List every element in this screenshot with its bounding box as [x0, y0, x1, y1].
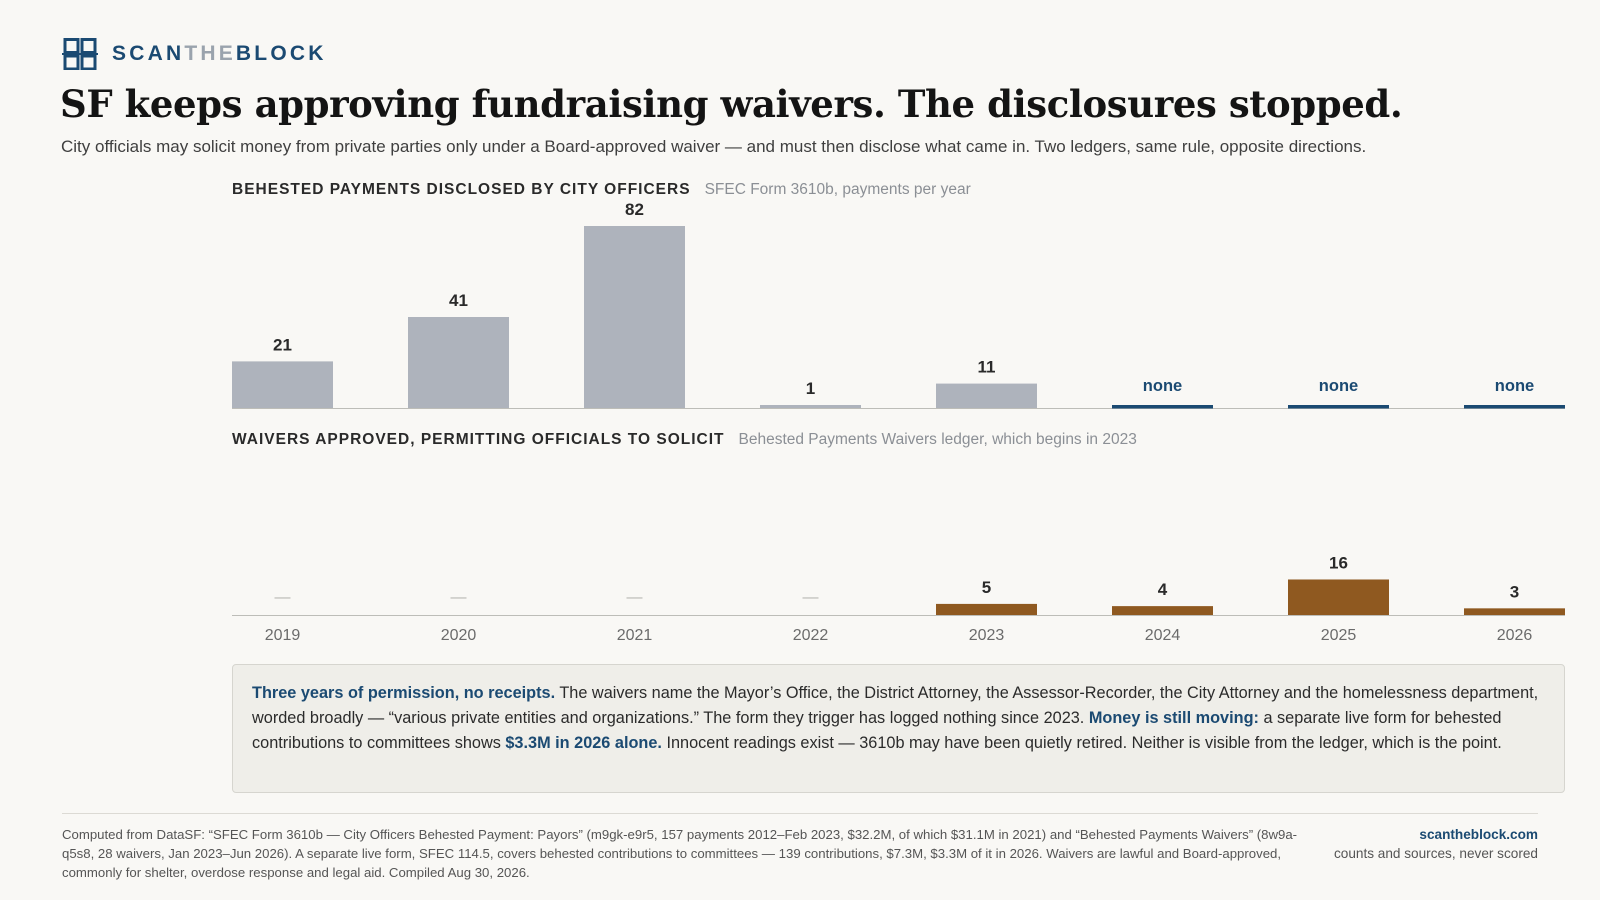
top-chart-title: BEHESTED PAYMENTS DISCLOSED BY CITY OFFI…: [232, 181, 691, 198]
bottom-data-label-2019: —: [275, 589, 291, 606]
callout-text-3: Innocent readings exist — 3610b may have…: [661, 734, 1502, 752]
x-tick-label-2021: 2021: [617, 627, 653, 644]
top-data-label-2025: none: [1319, 377, 1358, 395]
bottom-chart-subtitle: Behested Payments Waivers ledger, which …: [738, 431, 1137, 448]
callout-box: Three years of permission, no receipts. …: [232, 664, 1565, 793]
callout-text-1: The waivers name the Mayor’s Office, the…: [252, 684, 1539, 727]
bottom-panel-title: WAIVERS APPROVED, PERMITTING OFFICIALS T…: [232, 431, 1137, 449]
footer-tagline: counts and sources, never scored: [1333, 846, 1538, 861]
bottom-data-label-2022: —: [803, 589, 819, 606]
top-chart-subtitle: SFEC Form 3610b, payments per year: [704, 181, 971, 198]
top-bar-2022: [760, 405, 861, 408]
x-tick-label-2019: 2019: [265, 627, 301, 644]
top-data-label-2024: none: [1143, 377, 1182, 395]
top-data-label-2026: none: [1495, 377, 1534, 395]
bottom-data-label-2024: 4: [1158, 580, 1168, 599]
footer-source: Computed from DataSF: “SFEC Form 3610b —…: [62, 827, 1298, 880]
top-panel-title: BEHESTED PAYMENTS DISCLOSED BY CITY OFFI…: [232, 181, 971, 199]
top-data-label-2019: 21: [273, 335, 292, 354]
top-bar-2019: [232, 361, 333, 408]
top-none-marker-2024: [1112, 405, 1213, 409]
x-tick-label-2020: 2020: [441, 627, 477, 644]
footer-credit: scantheblock.com counts and sources, nev…: [1334, 825, 1538, 863]
x-tick-label-2023: 2023: [969, 627, 1005, 644]
bottom-data-label-2021: —: [627, 589, 643, 606]
top-data-label-2022: 1: [806, 379, 815, 398]
bottom-bar-2026: [1464, 608, 1565, 615]
bottom-bar-2024: [1112, 606, 1213, 615]
top-none-marker-2026: [1464, 405, 1565, 409]
brand-name: SCANTHEBLOCK: [112, 42, 327, 65]
callout-highlight-3: $3.3M in 2026 alone.: [505, 734, 662, 752]
grid-logo-icon: [62, 38, 98, 70]
top-data-label-2021: 82: [625, 200, 644, 219]
top-bar-2021: [584, 226, 685, 408]
bottom-bar-2023: [936, 603, 1037, 615]
callout-text-2: a separate live form for behested contri…: [252, 709, 1502, 752]
x-tick-label-2026: 2026: [1497, 627, 1533, 644]
brand: SCANTHEBLOCK: [62, 38, 327, 70]
bottom-bar-2025: [1288, 579, 1389, 615]
top-data-label-2020: 41: [449, 291, 468, 310]
footer-divider: [62, 813, 1538, 814]
top-bar-2023: [936, 383, 1037, 408]
top-none-marker-2025: [1288, 405, 1389, 409]
bottom-data-label-2025: 16: [1329, 553, 1348, 572]
callout-lead: Three years of permission, no receipts.: [252, 684, 556, 702]
x-tick-label-2022: 2022: [793, 627, 829, 644]
x-tick-label-2025: 2025: [1321, 627, 1357, 644]
bottom-data-label-2020: —: [451, 589, 467, 606]
top-data-label-2023: 11: [978, 358, 996, 377]
bottom-chart-title: WAIVERS APPROVED, PERMITTING OFFICIALS T…: [232, 431, 725, 448]
bottom-data-label-2026: 3: [1510, 582, 1519, 601]
x-tick-label-2024: 2024: [1145, 627, 1181, 644]
headline: SF keeps approving fundraising waivers. …: [60, 82, 1403, 126]
top-bar-2020: [408, 317, 509, 408]
bottom-data-label-2023: 5: [982, 578, 991, 597]
footer-site-link[interactable]: scantheblock.com: [1419, 827, 1538, 842]
subhead: City officials may solicit money from pr…: [61, 137, 1367, 156]
callout-highlight-2: Money is still moving:: [1088, 709, 1259, 727]
